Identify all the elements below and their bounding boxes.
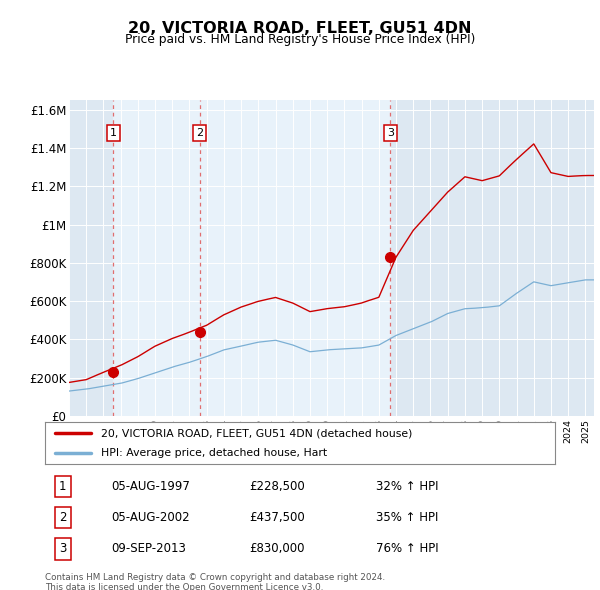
Text: 05-AUG-2002: 05-AUG-2002 [112, 511, 190, 525]
Text: 09-SEP-2013: 09-SEP-2013 [112, 542, 186, 555]
Text: 20, VICTORIA ROAD, FLEET, GU51 4DN (detached house): 20, VICTORIA ROAD, FLEET, GU51 4DN (deta… [101, 428, 412, 438]
Text: 1: 1 [110, 128, 117, 138]
Text: 32% ↑ HPI: 32% ↑ HPI [377, 480, 439, 493]
Text: HPI: Average price, detached house, Hart: HPI: Average price, detached house, Hart [101, 448, 327, 458]
Text: 1: 1 [59, 480, 67, 493]
Text: 3: 3 [59, 542, 67, 555]
Bar [200, 100, 391, 416]
Text: £830,000: £830,000 [249, 542, 305, 555]
Text: 2: 2 [196, 128, 203, 138]
Text: 35% ↑ HPI: 35% ↑ HPI [377, 511, 439, 525]
Text: 20, VICTORIA ROAD, FLEET, GU51 4DN: 20, VICTORIA ROAD, FLEET, GU51 4DN [128, 21, 472, 35]
Text: 2: 2 [59, 511, 67, 525]
Text: 76% ↑ HPI: 76% ↑ HPI [377, 542, 439, 555]
Bar [113, 100, 200, 416]
Text: Contains HM Land Registry data © Crown copyright and database right 2024.: Contains HM Land Registry data © Crown c… [45, 573, 385, 582]
Text: 3: 3 [387, 128, 394, 138]
Text: £437,500: £437,500 [249, 511, 305, 525]
Text: This data is licensed under the Open Government Licence v3.0.: This data is licensed under the Open Gov… [45, 583, 323, 590]
Text: £228,500: £228,500 [249, 480, 305, 493]
Text: Price paid vs. HM Land Registry's House Price Index (HPI): Price paid vs. HM Land Registry's House … [125, 33, 475, 46]
Text: 05-AUG-1997: 05-AUG-1997 [112, 480, 190, 493]
